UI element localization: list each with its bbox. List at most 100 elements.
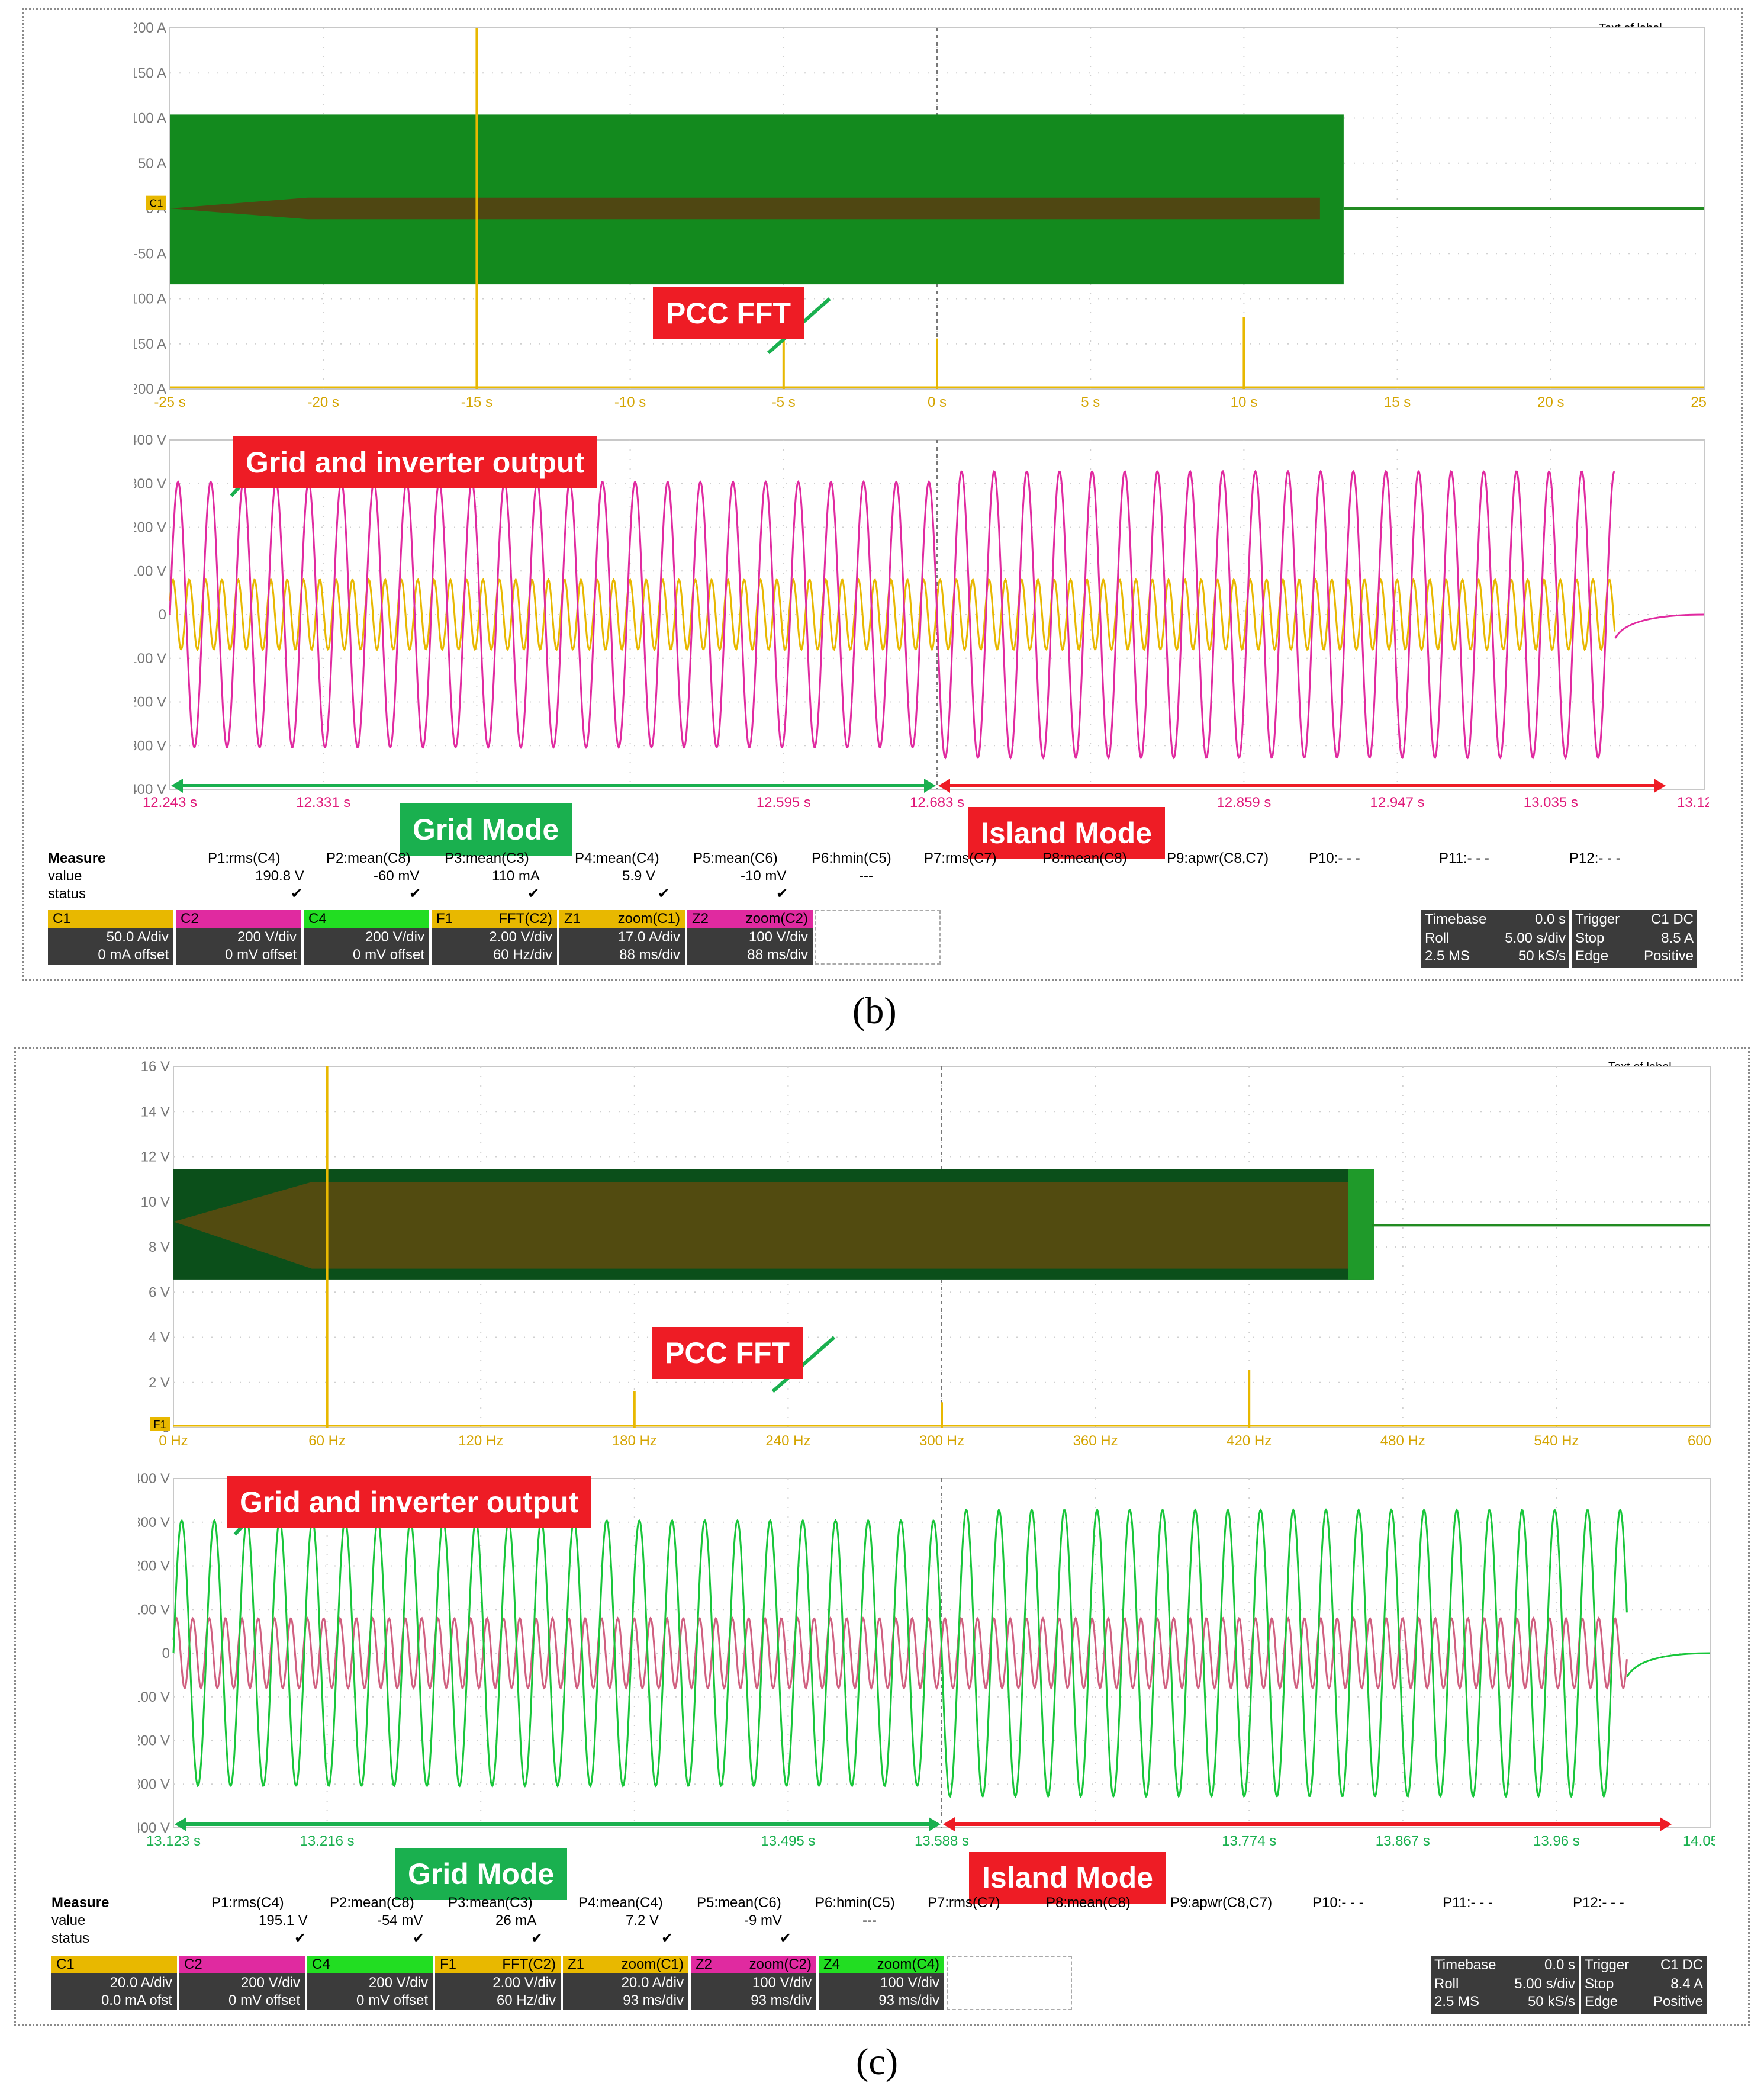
measure-table-c: Measure P1:rms(C4) P2:mean(C8) P3:mean(C3) P… — [51, 1893, 1733, 1952]
channel-name: Z1 — [564, 911, 581, 927]
measure-param-header: P8:mean(C8) — [1042, 850, 1127, 866]
trigger-slope: Positive — [1643, 948, 1694, 964]
channel-name: C4 — [312, 1956, 330, 1972]
x-tick-label: 13.123 s — [146, 1833, 201, 1849]
channel-body — [176, 928, 301, 965]
status-check-icon: ✔ — [294, 1930, 307, 1946]
channel-scale: 50.0 A/div — [106, 929, 169, 945]
measure-param-header: P4:mean(C4) — [578, 1895, 663, 1911]
channel-scale: 200 V/div — [240, 1975, 300, 1991]
channel-header: C2 — [179, 1956, 305, 1973]
channel-box-c1[interactable]: C1 50.0 A/div 0 mA offset — [48, 910, 173, 965]
channel-offset: 0.0 mA ofst — [101, 1992, 172, 2008]
channel-body — [51, 1973, 177, 2010]
y-tick-label: 2 V — [149, 1375, 170, 1391]
channel-tag: FFT(C2) — [502, 1956, 556, 1972]
measure-value: -9 mV — [744, 1912, 783, 1928]
measure-param-header: P7:rms(C7) — [928, 1895, 1000, 1911]
measure-param-header: P3:mean(C3) — [448, 1895, 533, 1911]
status-check-icon: ✔ — [658, 886, 670, 902]
island-mode-arrowhead — [1654, 779, 1666, 793]
channel-box-z2[interactable]: Z2 zoom(C2) 100 V/div 88 ms/div — [687, 910, 813, 965]
x-tick-label: 240 Hz — [765, 1433, 810, 1449]
channel-box-z4[interactable]: Z4 zoom(C4) 100 V/div 93 ms/div — [819, 1956, 944, 2010]
channel-box-z1[interactable]: Z1 zoom(C1) 20.0 A/div 93 ms/div — [563, 1956, 688, 2010]
x-tick-label: 12.947 s — [1370, 795, 1425, 811]
channel-header: Z1 zoom(C1) — [559, 910, 685, 928]
channel-tag: FFT(C2) — [498, 911, 552, 927]
x-tick-label: 13.774 s — [1222, 1833, 1276, 1849]
voltage-trace — [169, 470, 1615, 760]
channel-box-c4[interactable]: C4 200 V/div 0 mV offset — [307, 1956, 433, 2010]
x-tick-label: 300 Hz — [919, 1433, 964, 1449]
channel-offset: 60 Hz/div — [492, 947, 552, 963]
channel-box-f1[interactable]: F1 FFT(C2) 2.00 V/div 60 Hz/div — [435, 1956, 561, 2010]
x-tick-label: 12.595 s — [757, 795, 811, 811]
channel-name: C1 — [56, 1956, 75, 1972]
y-tick-label: -200 V — [134, 695, 166, 711]
channel-offset: 0 mV offset — [228, 1992, 300, 2008]
decay-trace — [1626, 1652, 1711, 1677]
y-tick-label: -300 V — [134, 738, 166, 754]
y-tick-label: 200 A — [134, 22, 166, 36]
channel-box-f1[interactable]: F1 FFT(C2) 2.00 V/div 60 Hz/div — [432, 910, 557, 965]
channel-name: F1 — [440, 1956, 457, 1972]
x-tick-label: 60 Hz — [308, 1433, 346, 1449]
callout-arrow — [771, 1336, 836, 1393]
channel-box-c4[interactable]: C4 200 V/div 0 mV offset — [304, 910, 429, 965]
timebase-mode: Roll — [1434, 1976, 1459, 1992]
channel-header: Z1 zoom(C1) — [563, 1956, 688, 1973]
status-check-icon: ✔ — [531, 1930, 543, 1946]
x-tick-label: 0 Hz — [159, 1433, 188, 1449]
island-mode-label-b: Island Mode — [968, 807, 1165, 859]
channel-body — [432, 928, 557, 965]
measure-param-header: P3:mean(C3) — [445, 850, 529, 866]
channel-box-z1[interactable]: Z1 zoom(C1) 17.0 A/div 88 ms/div — [559, 910, 685, 965]
channel-box-c1[interactable]: C1 20.0 A/div 0.0 mA ofst — [51, 1956, 177, 2010]
channel-box-c2[interactable]: C2 200 V/div 0 mV offset — [176, 910, 301, 965]
small-ac-trace — [169, 578, 1616, 651]
channel-name: F1 — [436, 911, 453, 927]
y-tick-label: -300 V — [138, 1776, 170, 1792]
x-tick-label: 12.331 s — [296, 795, 350, 811]
measure-param-header: P7:rms(C7) — [924, 850, 997, 866]
x-tick-label: 10 s — [1231, 394, 1257, 410]
channel-header: F1 FFT(C2) — [435, 1956, 561, 1973]
measure-status-label: status — [48, 886, 86, 902]
channel-tag: zoom(C2) — [745, 911, 808, 927]
top-plot-b: 200 A150 A100 A50 A0 A-50 A-100 A-150 A-… — [134, 22, 1709, 410]
bottom-plot-svg-c: 400 V 300 V 200 V 100 V 0 -100 V -200 V -300 V -… — [138, 1473, 1715, 1849]
timebase-sdiv: 5.00 s/div — [1514, 1976, 1575, 1992]
channel-header: C4 — [304, 910, 429, 928]
bottom-plot-svg-b: 400 V 300 V 200 V 100 V 0 -100 V -200 V -300 V -… — [134, 434, 1709, 811]
timebase-title: Timebase — [1425, 911, 1487, 927]
timebase-offset: 0.0 s — [1544, 1957, 1575, 1973]
x-tick-label: 420 Hz — [1227, 1433, 1272, 1449]
channel-offset: 0 mA offset — [98, 947, 169, 963]
scope-panel-b: Text of label 200 A150 A100 A50 A0 A-50 … — [22, 8, 1743, 981]
x-tick-label: 360 Hz — [1073, 1433, 1118, 1449]
top-plot-svg-b: 200 A150 A100 A50 A0 A-50 A-100 A-150 A-… — [134, 22, 1709, 410]
measure-param-header: P4:mean(C4) — [575, 850, 659, 866]
timebase-box-b: Timebase 0.0 s Roll 5.00 s/div 2.5 MS 50… — [1421, 910, 1569, 968]
pcc-fft-callout-c: PCC FFT — [652, 1327, 803, 1379]
x-tick-label: 14.053 s — [1683, 1833, 1715, 1849]
measure-title: Measure — [51, 1895, 110, 1911]
x-tick-label: 12.683 s — [910, 795, 964, 811]
measure-status-label: status — [51, 1930, 90, 1946]
y-tick-label: 200 V — [138, 1558, 170, 1574]
status-check-icon: ✔ — [409, 886, 421, 902]
channel-body — [559, 928, 685, 965]
channel-body — [304, 928, 429, 965]
measure-value: 7.2 V — [626, 1912, 659, 1928]
channel-box-z2[interactable]: Z2 zoom(C2) 100 V/div 93 ms/div — [691, 1956, 816, 2010]
scope-panel-c: Text of label 16 V14 V12 V10 V8 V6 V4 V2… — [14, 1047, 1750, 2026]
trigger-channel: C1 DC — [1660, 1957, 1703, 1973]
channel-box-c2[interactable]: C2 200 V/div 0 mV offset — [179, 1956, 305, 2010]
x-tick-label: 13.123 s — [1677, 795, 1709, 811]
channel-body — [179, 1973, 305, 2010]
y-tick-label: -200 V — [138, 1733, 170, 1749]
channel-name: Z4 — [823, 1956, 841, 1972]
channel-offset: 93 ms/div — [878, 1992, 939, 2008]
